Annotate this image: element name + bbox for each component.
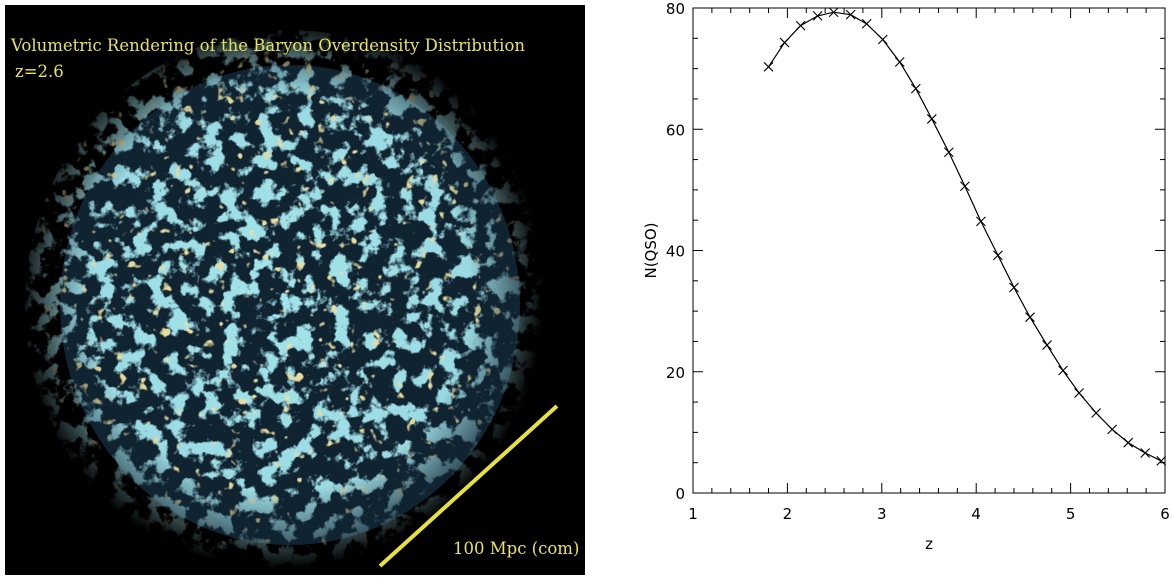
data-point-marker (795, 20, 806, 31)
data-point-marker (1074, 388, 1084, 398)
y-tick-labels: 0 20 40 60 80 (666, 0, 685, 503)
simulation-render: Volumetric Rendering of the Baryon Overd… (5, 5, 585, 575)
data-point-marker (861, 18, 872, 29)
data-point-marker (1156, 455, 1167, 466)
data-point-marker (943, 147, 954, 158)
y-tick-label: 0 (675, 485, 685, 503)
data-point-marker (1058, 365, 1068, 376)
data-point-marker (845, 9, 856, 20)
y-tick-label: 80 (666, 0, 685, 18)
x-axis-label: z (925, 535, 933, 553)
qso-count-chart: 1 2 3 4 5 6 0 20 40 60 80 z N(QSO) (620, 0, 1174, 581)
render-title: Volumetric Rendering of the Baryon Overd… (10, 36, 525, 55)
data-point-marker (894, 57, 905, 67)
data-point-marker (1091, 408, 1101, 418)
volume-render-image: Volumetric Rendering of the Baryon Overd… (5, 5, 585, 575)
data-point-marker (1123, 437, 1134, 448)
y-axis-label: N(QSO) (642, 222, 660, 278)
y-tick-label: 20 (666, 364, 685, 382)
cosmic-web-texture (5, 5, 585, 575)
chart-svg: 1 2 3 4 5 6 0 20 40 60 80 z N(QSO) (642, 0, 1170, 553)
data-point-marker (926, 114, 937, 124)
data-point-marker (763, 61, 774, 72)
series-line (768, 11, 1162, 462)
data-point-marker (959, 181, 970, 192)
x-tick-labels: 1 2 3 4 5 6 (688, 505, 1170, 523)
data-point-marker (1042, 340, 1052, 350)
x-tick-label: 4 (971, 505, 981, 523)
scale-label: 100 Mpc (com) (453, 539, 579, 558)
data-point-marker (1140, 448, 1151, 458)
data-point-marker (1107, 424, 1118, 435)
x-tick-label: 1 (688, 505, 698, 523)
data-point-marker (1025, 312, 1035, 323)
redshift-label: z=2.6 (15, 62, 64, 81)
x-tick-label: 2 (783, 505, 793, 523)
axis-ticks (692, 7, 1166, 494)
series-markers (763, 7, 1167, 466)
data-point-marker (976, 216, 986, 227)
data-point-marker (812, 10, 823, 21)
scale-bar (378, 404, 559, 568)
y-tick-label: 60 (666, 121, 685, 139)
x-tick-label: 5 (1066, 505, 1076, 523)
data-point-marker (779, 37, 790, 48)
data-point-marker (1009, 282, 1019, 293)
data-point-marker (910, 83, 921, 94)
plot-frame (692, 7, 1166, 494)
data-point-marker (877, 34, 888, 45)
x-tick-label: 6 (1160, 505, 1170, 523)
x-tick-label: 3 (877, 505, 887, 523)
y-tick-label: 40 (666, 243, 685, 261)
data-point-marker (993, 250, 1003, 261)
data-point-marker (828, 7, 839, 18)
